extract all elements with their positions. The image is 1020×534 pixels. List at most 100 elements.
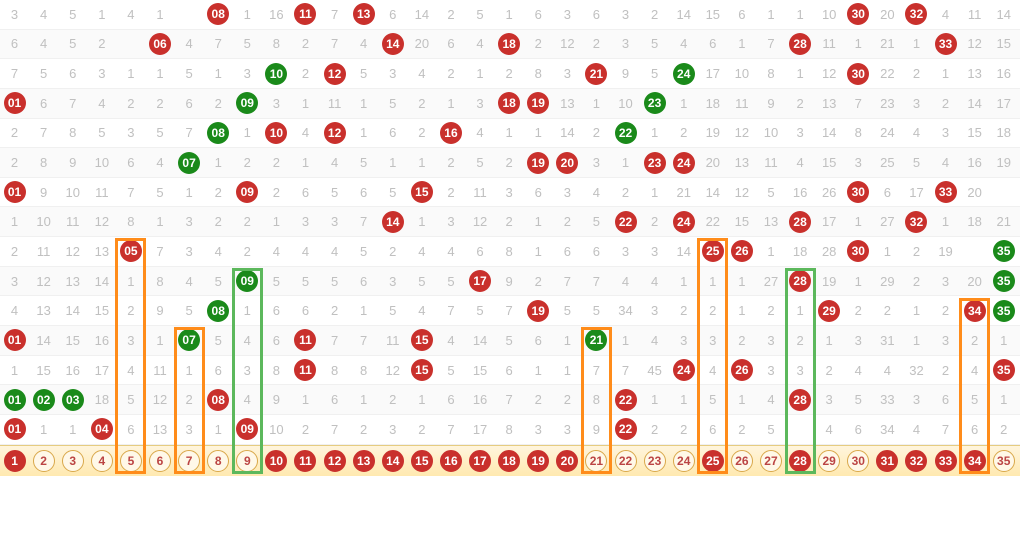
footer-cell[interactable]: 33 (931, 445, 960, 476)
cell: 1 (756, 0, 785, 29)
footer-cell[interactable]: 9 (233, 445, 262, 476)
cell: 2 (524, 385, 553, 415)
green-ball: 08 (207, 122, 229, 144)
cell: 7 (495, 296, 524, 326)
footer-ball[interactable]: 24 (673, 450, 695, 472)
footer-ball-selected[interactable]: 33 (935, 450, 957, 472)
footer-cell[interactable]: 13 (349, 445, 378, 476)
cell: 3 (466, 88, 495, 118)
footer-ball[interactable]: 22 (615, 450, 637, 472)
footer-cell[interactable]: 31 (873, 445, 902, 476)
cell: 3 (931, 118, 960, 148)
footer-cell[interactable]: 34 (960, 445, 989, 476)
footer-cell[interactable]: 10 (262, 445, 291, 476)
footer-cell[interactable]: 15 (407, 445, 436, 476)
footer-ball-selected[interactable]: 31 (876, 450, 898, 472)
footer-ball-selected[interactable]: 1 (4, 450, 26, 472)
cell: 1 (145, 59, 174, 89)
footer-cell[interactable]: 12 (320, 445, 349, 476)
footer-ball[interactable]: 6 (149, 450, 171, 472)
footer-cell[interactable]: 1 (0, 445, 29, 476)
cell: 5 (466, 0, 495, 29)
footer-cell[interactable]: 25 (698, 445, 727, 476)
cell: 01 (0, 177, 29, 207)
footer-cell[interactable]: 18 (495, 445, 524, 476)
footer-ball[interactable]: 35 (993, 450, 1015, 472)
footer-ball[interactable]: 7 (178, 450, 200, 472)
cell: 18 (87, 385, 116, 415)
footer-ball[interactable]: 5 (120, 450, 142, 472)
cell: 3 (175, 207, 204, 237)
cell: 1 (233, 296, 262, 326)
footer-ball-selected[interactable]: 32 (905, 450, 927, 472)
footer-cell[interactable]: 29 (815, 445, 844, 476)
footer-cell[interactable]: 27 (756, 445, 785, 476)
footer-cell[interactable]: 28 (786, 445, 815, 476)
cell: 1 (0, 207, 29, 237)
footer-cell[interactable]: 32 (902, 445, 931, 476)
footer-ball[interactable]: 30 (847, 450, 869, 472)
cell: 2 (145, 88, 174, 118)
footer-ball-selected[interactable]: 18 (498, 450, 520, 472)
footer-ball[interactable]: 9 (236, 450, 258, 472)
footer-cell[interactable]: 5 (116, 445, 145, 476)
footer-ball-selected[interactable]: 10 (265, 450, 287, 472)
footer-cell[interactable]: 4 (87, 445, 116, 476)
footer-cell[interactable]: 22 (611, 445, 640, 476)
cell: 3 (175, 237, 204, 267)
footer-ball-selected[interactable]: 20 (556, 450, 578, 472)
cell: 14 (58, 296, 87, 326)
footer-cell[interactable]: 6 (145, 445, 174, 476)
red-ball: 01 (4, 181, 26, 203)
footer-cell[interactable]: 24 (669, 445, 698, 476)
footer-cell[interactable]: 23 (640, 445, 669, 476)
footer-cell[interactable]: 14 (378, 445, 407, 476)
cell: 8 (756, 59, 785, 89)
footer-ball-selected[interactable]: 16 (440, 450, 462, 472)
footer-cell[interactable]: 17 (466, 445, 495, 476)
footer-cell[interactable]: 35 (989, 445, 1018, 476)
footer-ball[interactable]: 8 (207, 450, 229, 472)
footer-ball-selected[interactable]: 28 (789, 450, 811, 472)
footer-ball[interactable]: 21 (585, 450, 607, 472)
cell: 6 (262, 296, 291, 326)
footer-cell[interactable]: 30 (844, 445, 873, 476)
cell: 12 (960, 29, 989, 59)
red-ball: 19 (527, 152, 549, 174)
cell: 7 (29, 118, 58, 148)
footer-ball-selected[interactable]: 17 (469, 450, 491, 472)
footer-ball[interactable]: 26 (731, 450, 753, 472)
footer-ball[interactable]: 27 (760, 450, 782, 472)
footer-ball-selected[interactable]: 25 (702, 450, 724, 472)
cell: 3 (844, 148, 873, 178)
footer-ball[interactable]: 3 (62, 450, 84, 472)
footer-cell[interactable]: 3 (58, 445, 87, 476)
footer-ball[interactable]: 4 (91, 450, 113, 472)
footer-cell[interactable]: 26 (727, 445, 756, 476)
footer-cell[interactable]: 8 (204, 445, 233, 476)
footer-ball-selected[interactable]: 11 (294, 450, 316, 472)
footer-ball-selected[interactable]: 14 (382, 450, 404, 472)
green-ball: 35 (993, 300, 1015, 322)
footer-ball[interactable]: 23 (644, 450, 666, 472)
footer-cell[interactable]: 11 (291, 445, 320, 476)
footer-cell[interactable]: 21 (582, 445, 611, 476)
footer-ball[interactable]: 2 (33, 450, 55, 472)
cell: 5 (233, 29, 262, 59)
footer-ball-selected[interactable]: 13 (353, 450, 375, 472)
cell: 08 (204, 118, 233, 148)
cell: 4 (233, 326, 262, 356)
red-ball: 09 (236, 181, 258, 203)
footer-ball-selected[interactable]: 15 (411, 450, 433, 472)
footer-ball[interactable]: 29 (818, 450, 840, 472)
footer-cell[interactable]: 7 (175, 445, 204, 476)
footer-cell[interactable]: 20 (553, 445, 582, 476)
cell: 3 (175, 414, 204, 444)
footer-cell[interactable]: 19 (524, 445, 553, 476)
footer-cell[interactable]: 16 (436, 445, 465, 476)
footer-ball-selected[interactable]: 12 (324, 450, 346, 472)
footer-cell[interactable]: 2 (29, 445, 58, 476)
cell: 1 (291, 88, 320, 118)
footer-ball-selected[interactable]: 19 (527, 450, 549, 472)
footer-ball-selected[interactable]: 34 (964, 450, 986, 472)
